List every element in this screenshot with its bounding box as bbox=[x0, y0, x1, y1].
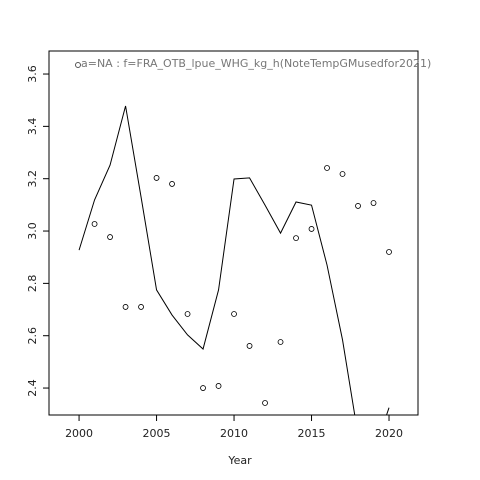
point bbox=[293, 235, 299, 242]
point bbox=[215, 383, 222, 389]
point bbox=[107, 234, 113, 240]
point bbox=[370, 200, 377, 206]
point bbox=[355, 203, 361, 209]
x-tick-label: 2010 bbox=[220, 427, 248, 440]
point bbox=[231, 311, 237, 317]
y-tick-label: 3.0 bbox=[26, 222, 39, 240]
point bbox=[246, 343, 253, 349]
point bbox=[122, 304, 129, 310]
x-tick-label: 2000 bbox=[65, 427, 93, 440]
legend-marker bbox=[75, 62, 81, 68]
line bbox=[78, 105, 390, 415]
y-tick-label: 3.6 bbox=[26, 65, 39, 83]
plot-box bbox=[48, 50, 419, 416]
point bbox=[200, 385, 206, 391]
x-tick-label: 2020 bbox=[375, 427, 403, 440]
point bbox=[138, 304, 144, 310]
point bbox=[324, 165, 330, 171]
legend-text: a=NA : f=FRA_OTB_lpue_WHG_kg_h(NoteTempG… bbox=[81, 57, 431, 70]
x-tick-label: 2005 bbox=[143, 427, 171, 440]
point bbox=[339, 171, 346, 177]
point bbox=[169, 181, 175, 187]
x-tick-label: 2015 bbox=[298, 427, 326, 440]
point bbox=[91, 221, 98, 227]
point bbox=[262, 400, 268, 406]
point bbox=[153, 175, 160, 181]
plot-area bbox=[78, 105, 392, 415]
y-tick-label: 3.2 bbox=[26, 170, 39, 188]
y-tick-label: 2.6 bbox=[26, 327, 39, 345]
point bbox=[277, 339, 284, 345]
y-tick-label: 2.8 bbox=[26, 275, 39, 293]
point bbox=[386, 249, 392, 255]
point bbox=[308, 226, 315, 232]
point bbox=[184, 311, 191, 317]
y-tick-label: 2.4 bbox=[26, 379, 39, 397]
y-tick-label: 3.4 bbox=[26, 118, 39, 136]
x-axis-label: Year bbox=[227, 454, 252, 467]
